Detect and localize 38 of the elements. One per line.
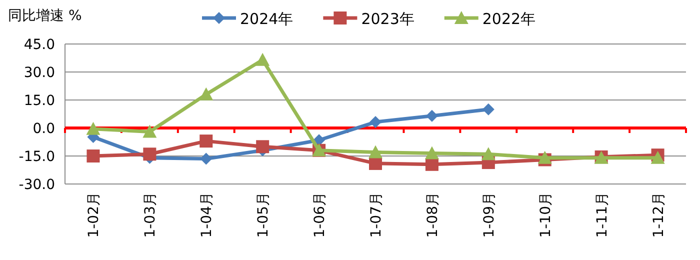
y-tick-label: 30.0 <box>24 65 55 81</box>
point <box>143 148 156 161</box>
point <box>482 103 494 116</box>
y-axis-title: 同比增速 % <box>8 8 82 24</box>
point <box>424 146 439 160</box>
point <box>368 145 382 158</box>
x-tick-label: 1-11月 <box>594 192 610 238</box>
point <box>142 124 157 138</box>
y-tick-label: 15.0 <box>24 93 55 109</box>
point <box>200 152 212 165</box>
y-tick-label: 45.0 <box>24 37 55 53</box>
legend-label: 2023年 <box>361 10 414 28</box>
point <box>256 52 270 66</box>
x-tick-label: 1-06月 <box>312 192 328 238</box>
x-tick-label: 1-08月 <box>424 192 441 238</box>
x-tick-label: 1-09月 <box>481 192 498 238</box>
y-tick-label: -30.0 <box>18 177 55 193</box>
point <box>200 134 213 148</box>
point <box>481 147 496 160</box>
legend-label: 2022年 <box>482 10 536 28</box>
legend-label: 2024年 <box>240 10 294 28</box>
point <box>538 150 552 164</box>
point <box>86 122 100 135</box>
x-tick-label: 1-07月 <box>368 192 384 238</box>
y-tick-label: 0.0 <box>32 121 55 137</box>
point <box>370 116 382 128</box>
x-tick-label: 1-12月 <box>650 192 667 238</box>
point <box>199 87 214 100</box>
point <box>86 150 100 162</box>
x-tick-label: 1-05月 <box>256 192 272 238</box>
point <box>256 140 270 154</box>
y-tick-label: -15.0 <box>18 149 55 165</box>
x-tick-label: 1-04月 <box>199 192 216 238</box>
x-tick-label: 1-10月 <box>538 192 554 238</box>
x-tick-label: 1-03月 <box>142 192 159 238</box>
point <box>426 110 438 122</box>
x-tick-label: 1-02月 <box>86 192 102 238</box>
point <box>425 158 438 171</box>
